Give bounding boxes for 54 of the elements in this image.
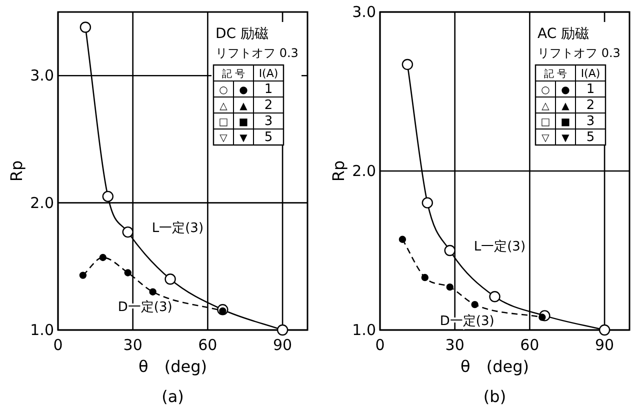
annotation: 2 (264, 98, 273, 113)
annotation: ▽ (541, 133, 550, 144)
annotation: 1 (586, 82, 594, 97)
series-label: L一定(3) (473, 240, 526, 254)
annotation: ○ (219, 85, 228, 96)
x-tick-label: 30 (123, 336, 142, 354)
annotation: 5 (586, 130, 594, 145)
annotation: ■ (238, 117, 248, 128)
annotation: ▼ (240, 133, 248, 144)
annotation: △ (541, 101, 550, 112)
x-tick-label: 0 (53, 336, 63, 354)
x-tick-label: 90 (273, 336, 292, 354)
annotation: 5 (264, 130, 273, 145)
annotation: ● (239, 85, 248, 96)
annotation: ▼ (561, 133, 570, 144)
annotation: □ (218, 117, 228, 128)
annotation: 1 (264, 82, 273, 97)
annotation: ■ (560, 117, 570, 128)
y-tick-label: 1.0 (30, 321, 54, 339)
x-tick-label: 30 (444, 336, 464, 354)
text: (a) (162, 387, 184, 406)
x-axis-title: θ (deg) (460, 357, 528, 376)
y-tick-label: 2.0 (352, 162, 376, 180)
annotation: 記 号 (543, 68, 567, 80)
x-tick-label: 60 (198, 336, 218, 354)
y-axis-title: Rp (328, 160, 348, 182)
y-tick-label: 1.0 (352, 321, 376, 339)
annotation: DC 励磁 (216, 26, 269, 42)
series-label: L一定(3) (152, 221, 204, 236)
y-axis-title: Rp (7, 160, 26, 182)
annotation: ▲ (561, 101, 570, 112)
y-tick-label: 3.0 (352, 3, 376, 21)
annotation: 2 (586, 98, 594, 113)
text: (b) (482, 387, 506, 406)
annotation: I(A) (580, 67, 600, 80)
annotation: AC 励磁 (537, 26, 589, 42)
annotation: ▲ (240, 101, 248, 112)
annotation: リフトオフ 0.3 (216, 46, 298, 60)
x-tick-label: 60 (520, 336, 539, 354)
y-tick-label: 2.0 (30, 194, 54, 212)
annotation: △ (220, 101, 228, 112)
annotation: ○ (540, 85, 550, 96)
x-axis-title: θ (deg) (138, 357, 207, 376)
x-tick-label: 0 (374, 336, 384, 354)
annotation: I(A) (258, 67, 278, 80)
x-tick-label: 90 (594, 336, 614, 354)
annotation: ● (560, 85, 570, 96)
annotation: リフトオフ 0.3 (537, 46, 620, 60)
annotation: □ (540, 117, 550, 128)
annotation: 3 (264, 114, 273, 129)
annotation: 記 号 (222, 68, 246, 80)
y-tick-label: 3.0 (30, 66, 54, 85)
annotation: ▽ (220, 133, 228, 144)
annotation: 3 (586, 114, 594, 129)
